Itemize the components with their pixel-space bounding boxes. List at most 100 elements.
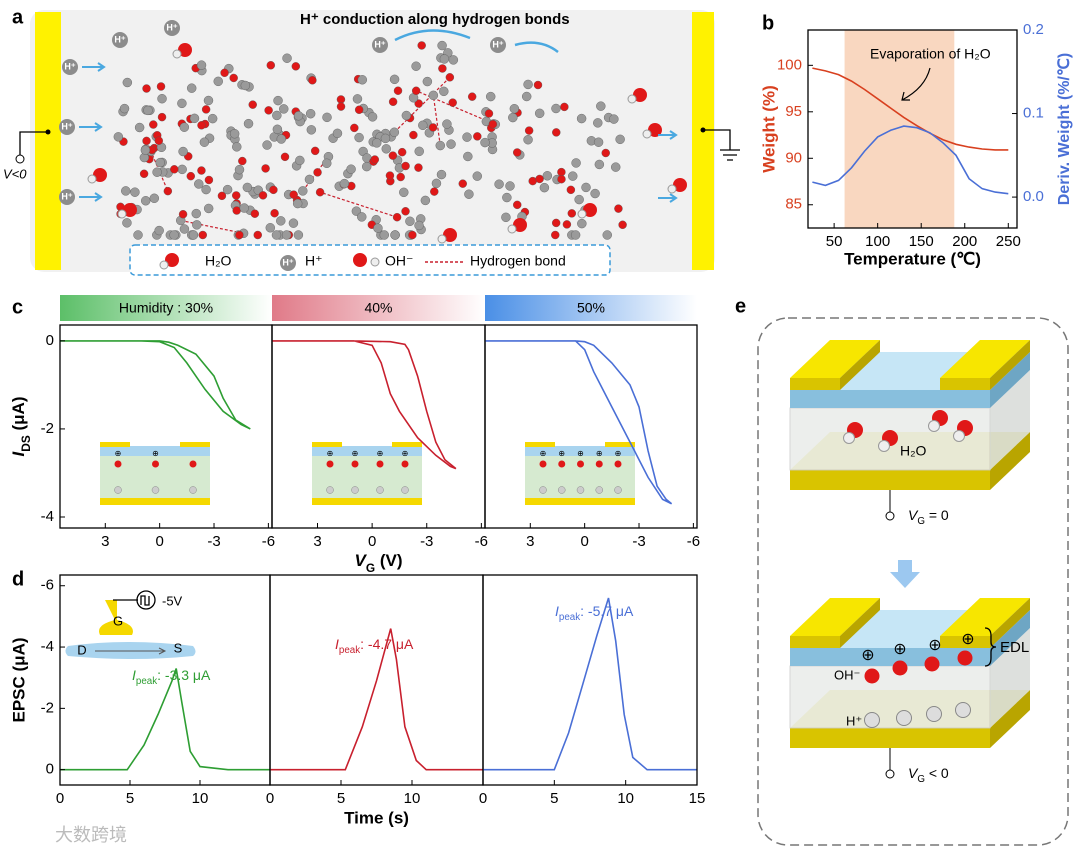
panel-letter: c: [12, 296, 23, 318]
y-tick-label: -4: [41, 638, 54, 655]
atom: [276, 134, 286, 144]
atom: [392, 212, 402, 222]
atom: [229, 73, 238, 83]
panel-letter: b: [762, 12, 774, 34]
atom: [568, 171, 578, 181]
atom: [567, 209, 577, 218]
atom: [322, 158, 332, 168]
atom: [390, 230, 400, 240]
x-tick-label: 10: [404, 790, 421, 807]
atom: [352, 94, 363, 104]
atom: [389, 74, 400, 85]
anion: [892, 660, 908, 676]
legend-label: H₂O: [205, 253, 232, 269]
header: Humidity : 30%: [119, 300, 213, 316]
proton: [280, 255, 296, 271]
electrode-front: [790, 636, 840, 648]
atom: [292, 198, 303, 209]
y2-tick-label: 0.2: [1023, 21, 1044, 38]
y2-axis-label: Deriv. Weight (%/℃): [1056, 53, 1073, 206]
inset-anion: [189, 460, 197, 468]
atom: [293, 111, 304, 121]
y2-tick-label: 0.1: [1023, 105, 1044, 122]
atom: [445, 73, 455, 82]
atom: [411, 61, 421, 71]
inset-cation: [189, 486, 197, 494]
arrow: [79, 122, 103, 132]
hydrogen-bond: [319, 191, 398, 218]
atom: [178, 210, 188, 219]
atom: [189, 113, 200, 124]
arrow: [82, 62, 106, 72]
water-h: [172, 49, 182, 59]
atom: [143, 105, 153, 116]
atom: [271, 230, 282, 240]
atom: [408, 230, 417, 240]
atom: [521, 91, 532, 102]
atom: [551, 230, 560, 240]
atom: [357, 75, 368, 85]
atom: [484, 109, 494, 118]
data-line: [272, 340, 457, 470]
inset-gate: [525, 498, 635, 505]
atom: [467, 92, 477, 101]
water-h: [507, 224, 517, 234]
atom: [281, 230, 292, 240]
label-part: I: [555, 603, 559, 619]
inset-anion: [351, 460, 359, 468]
legend-water-h: [159, 260, 169, 270]
y-tick-label: -2: [41, 420, 54, 437]
label-part: < 0: [925, 765, 949, 781]
electrode-side: [990, 340, 1030, 390]
atom: [291, 62, 301, 71]
inset-electrode: [180, 442, 210, 447]
x-tick-label: 5: [126, 790, 134, 807]
anion: [957, 650, 973, 666]
plot-frame: [807, 29, 1018, 229]
inset-anion: [577, 460, 584, 468]
inset-electrode: [605, 442, 635, 447]
inset-anion: [614, 460, 622, 468]
atom: [222, 184, 233, 195]
atom: [524, 126, 534, 135]
terminal: [15, 154, 25, 164]
plus: ⊕: [861, 647, 874, 664]
atom: [186, 171, 195, 181]
atom: [149, 193, 159, 203]
atom: [266, 61, 276, 70]
y-tick-label: 100: [777, 56, 802, 73]
atom: [618, 220, 627, 230]
proton-label: H⁺: [61, 191, 72, 201]
header-bar: [60, 295, 272, 321]
proton-label: H⁺: [166, 22, 177, 32]
anion-label: OH⁻: [834, 667, 860, 682]
base-side: [990, 432, 1030, 490]
atom: [576, 113, 587, 124]
electrode-side: [840, 340, 880, 390]
atom: [253, 230, 262, 240]
y-axis-label: EPSC (μA): [9, 637, 28, 722]
y-tick-label: 85: [785, 196, 802, 213]
atom: [539, 182, 550, 193]
atom: [339, 178, 350, 189]
electrode-right: [692, 12, 714, 270]
atom: [187, 83, 197, 93]
atom: [417, 41, 426, 50]
atom: [197, 121, 206, 130]
x-tick-label: -6: [262, 533, 275, 550]
atom: [381, 144, 391, 154]
inset-anion: [539, 460, 547, 468]
inset-gate: [312, 498, 422, 505]
header-bar: [272, 295, 485, 321]
legend-water: [165, 253, 179, 267]
atom: [472, 171, 482, 181]
atom: [240, 80, 251, 91]
atom: [372, 138, 382, 148]
proton-label: H⁺: [114, 34, 125, 44]
atom: [258, 191, 268, 200]
header-bar: [485, 295, 697, 321]
water-o: [93, 168, 107, 182]
atom: [322, 112, 332, 123]
atom: [201, 105, 211, 114]
